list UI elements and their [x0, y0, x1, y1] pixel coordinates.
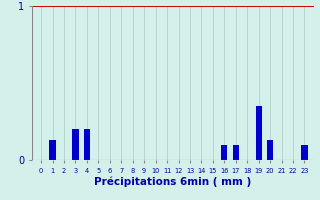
Bar: [72, 129, 79, 160]
Bar: [221, 145, 228, 160]
Bar: [84, 129, 90, 160]
Bar: [233, 145, 239, 160]
Bar: [267, 140, 273, 160]
Bar: [255, 106, 262, 160]
X-axis label: Précipitations 6min ( mm ): Précipitations 6min ( mm ): [94, 176, 252, 187]
Bar: [301, 145, 308, 160]
Bar: [50, 140, 56, 160]
